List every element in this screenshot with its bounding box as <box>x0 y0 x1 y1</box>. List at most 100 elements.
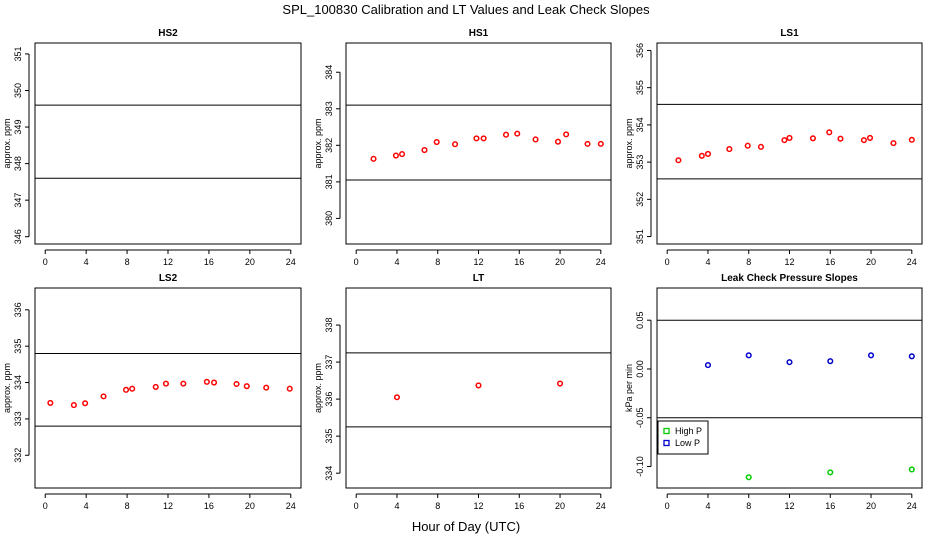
data-point <box>286 385 293 392</box>
y-tick-label: 351 <box>635 229 645 244</box>
y-tick-label: 352 <box>635 192 645 207</box>
x-tick-label: 8 <box>435 501 440 511</box>
x-tick-label: 0 <box>665 501 670 511</box>
y-tick-label: 335 <box>13 339 23 354</box>
x-tick-label: 12 <box>473 501 483 511</box>
x-tick-label: 12 <box>473 257 483 267</box>
plot-frame <box>345 287 612 489</box>
y-tick-label: 382 <box>324 138 334 153</box>
data-point <box>908 353 915 360</box>
panel-title: HS1 <box>469 28 489 39</box>
y-axis-label: approx. ppm <box>2 363 12 413</box>
data-point <box>908 466 915 473</box>
y-axis-label: approx. ppm <box>313 118 323 168</box>
data-point <box>704 362 712 369</box>
y-axis-label: approx. ppm <box>313 363 323 413</box>
data-point <box>704 150 712 157</box>
data-point <box>502 131 510 138</box>
data-point <box>473 135 480 142</box>
data-point <box>399 151 406 158</box>
data-point <box>452 141 459 148</box>
x-tick-label: 8 <box>435 257 440 267</box>
x-tick-label: 0 <box>354 257 359 267</box>
y-tick-label: 350 <box>13 83 23 98</box>
data-point <box>370 155 377 162</box>
x-tick-label: 20 <box>866 257 876 267</box>
data-point <box>180 380 187 387</box>
data-point <box>532 136 539 143</box>
data-point <box>757 143 765 150</box>
y-tick-label: 349 <box>13 120 23 135</box>
x-tick-label: 8 <box>125 501 130 511</box>
legend-marker <box>663 427 670 435</box>
y-axis-label: kPa per min <box>624 364 634 412</box>
data-point <box>745 352 752 359</box>
x-tick-label: 0 <box>665 257 670 267</box>
data-point <box>82 400 89 407</box>
data-point <box>698 152 705 159</box>
legend-label: High P <box>675 426 702 436</box>
y-tick-label: 354 <box>635 117 645 132</box>
legend-label: Low P <box>675 438 700 448</box>
data-point <box>908 136 915 143</box>
x-tick-label: 16 <box>204 501 214 511</box>
y-tick-label: 333 <box>13 411 23 426</box>
data-point <box>393 394 401 401</box>
data-point <box>786 359 793 366</box>
data-point <box>786 134 793 141</box>
y-tick-label: 346 <box>13 229 23 244</box>
y-tick-label: 334 <box>13 375 23 390</box>
data-point <box>203 378 210 385</box>
plot-frame <box>34 287 302 489</box>
panel-1: HS1 0 4 8 12 16 20 24 380 381 382 383 384 approx. ppm <box>313 28 612 267</box>
x-tick-label: 16 <box>514 501 524 511</box>
data-point <box>826 129 833 136</box>
y-tick-label: 336 <box>13 302 23 317</box>
y-tick-label: -0.05 <box>635 407 645 428</box>
plot-frame <box>656 287 923 489</box>
data-point <box>860 137 867 144</box>
y-axis-label: approx. ppm <box>624 118 634 168</box>
x-tick-label: 20 <box>555 501 565 511</box>
x-tick-label: 24 <box>596 257 606 267</box>
data-point <box>827 469 834 476</box>
x-tick-label: 12 <box>784 501 794 511</box>
x-tick-label: 20 <box>245 257 255 267</box>
data-point <box>243 383 250 390</box>
data-point <box>129 385 136 392</box>
y-tick-label: 348 <box>13 156 23 171</box>
data-point <box>675 157 682 164</box>
panel-5: Leak Check Pressure Slopes 0 4 8 12 16 20 24 -0.… <box>624 273 923 511</box>
y-tick-label: 332 <box>13 448 23 463</box>
data-point <box>475 382 482 389</box>
data-point <box>554 138 562 145</box>
legend: High P Low P <box>657 420 709 455</box>
data-point <box>392 152 399 159</box>
legend-box <box>657 420 709 455</box>
plot-frame <box>34 42 302 245</box>
panel-2: LS1 0 4 8 12 16 20 24 351 352 353 354 355 356 approx. … <box>624 28 923 267</box>
data-point <box>809 135 816 142</box>
panel-0: HS2 0 4 8 12 16 20 24 346 347 348 349 350 351 approx. … <box>2 28 302 267</box>
plot-frame <box>656 42 923 245</box>
x-tick-label: 24 <box>907 257 917 267</box>
data-point <box>781 137 788 144</box>
y-tick-label: 380 <box>324 211 334 226</box>
x-tick-label: 12 <box>163 501 173 511</box>
y-tick-label: 383 <box>324 101 334 116</box>
x-tick-label: 8 <box>746 501 751 511</box>
data-point <box>421 147 428 154</box>
x-tick-label: 16 <box>514 257 524 267</box>
y-tick-label: 347 <box>13 193 23 208</box>
y-tick-label: 338 <box>324 318 334 333</box>
panel-title: LS2 <box>159 273 178 284</box>
x-tick-label: 8 <box>125 257 130 267</box>
data-point <box>233 380 240 388</box>
y-tick-label: -0.10 <box>635 456 645 477</box>
x-tick-label: 12 <box>784 257 794 267</box>
y-tick-label: 334 <box>324 466 334 481</box>
y-tick-label: 384 <box>324 65 334 80</box>
data-point <box>100 393 107 400</box>
y-tick-label: 336 <box>324 392 334 407</box>
